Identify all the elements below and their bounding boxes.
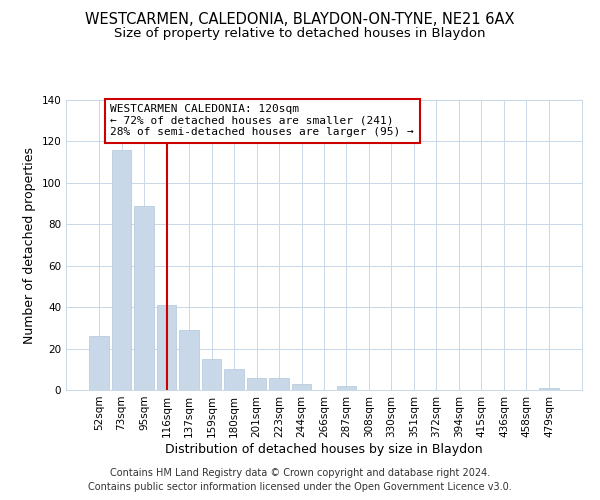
Bar bbox=[89, 336, 109, 390]
Bar bbox=[247, 378, 266, 390]
Bar bbox=[539, 388, 559, 390]
Text: WESTCARMEN CALEDONIA: 120sqm
← 72% of detached houses are smaller (241)
28% of s: WESTCARMEN CALEDONIA: 120sqm ← 72% of de… bbox=[110, 104, 414, 138]
Text: Contains HM Land Registry data © Crown copyright and database right 2024.
Contai: Contains HM Land Registry data © Crown c… bbox=[88, 468, 512, 492]
Text: WESTCARMEN, CALEDONIA, BLAYDON-ON-TYNE, NE21 6AX: WESTCARMEN, CALEDONIA, BLAYDON-ON-TYNE, … bbox=[85, 12, 515, 28]
Bar bbox=[224, 370, 244, 390]
Bar bbox=[112, 150, 131, 390]
X-axis label: Distribution of detached houses by size in Blaydon: Distribution of detached houses by size … bbox=[165, 442, 483, 456]
Text: Size of property relative to detached houses in Blaydon: Size of property relative to detached ho… bbox=[114, 28, 486, 40]
Y-axis label: Number of detached properties: Number of detached properties bbox=[23, 146, 36, 344]
Bar bbox=[202, 359, 221, 390]
Bar bbox=[179, 330, 199, 390]
Bar bbox=[157, 305, 176, 390]
Bar bbox=[292, 384, 311, 390]
Bar bbox=[269, 378, 289, 390]
Bar bbox=[337, 386, 356, 390]
Bar bbox=[134, 206, 154, 390]
